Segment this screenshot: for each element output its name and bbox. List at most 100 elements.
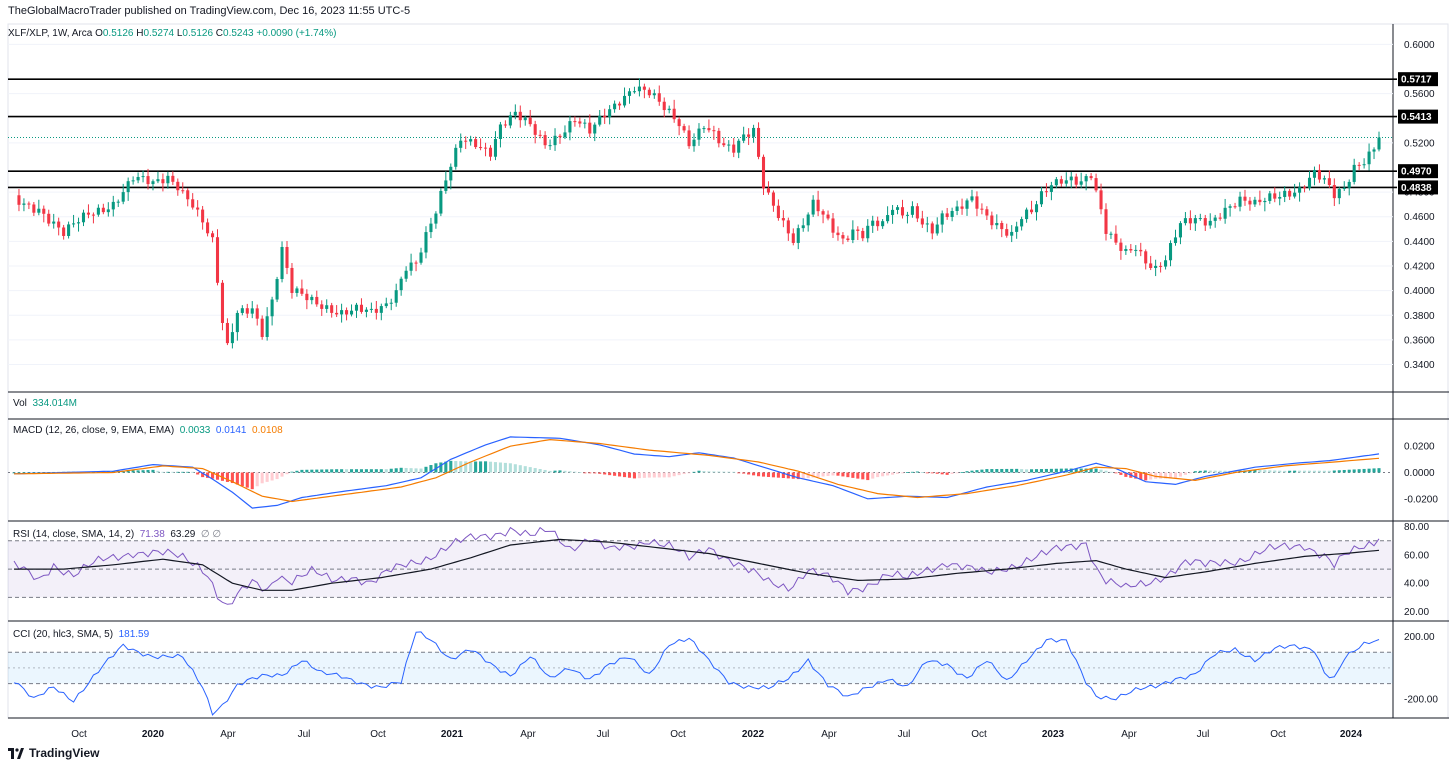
rsi-value: 71.38 — [139, 529, 165, 540]
candle-body — [429, 223, 433, 233]
candle-body — [920, 218, 924, 225]
close-value: 0.5243 — [223, 28, 254, 39]
candle-body — [995, 222, 999, 226]
candle-body — [354, 304, 359, 311]
candle-body — [627, 91, 632, 96]
candle-body — [1124, 249, 1128, 251]
candle-body — [752, 127, 756, 137]
macd-histogram-bar — [1322, 470, 1326, 473]
candle-body — [538, 134, 542, 136]
macd-histogram-bar — [315, 469, 319, 473]
candle-body — [76, 222, 81, 224]
x-tick-label: Jul — [898, 729, 911, 740]
macd-histogram-bar — [131, 470, 135, 473]
level-price-tag — [1398, 109, 1438, 124]
macd-histogram-bar — [548, 470, 552, 473]
macd-histogram-bar — [464, 461, 468, 473]
macd-histogram-bar — [454, 461, 458, 473]
cci-tick-label: 200.00 — [1404, 632, 1435, 643]
candle-body — [1362, 164, 1366, 166]
candle-body — [1352, 164, 1356, 182]
macd-histogram-bar — [1005, 468, 1009, 473]
macd-histogram-bar — [111, 471, 115, 473]
macd-histogram-bar — [747, 472, 751, 475]
candle-body — [1377, 137, 1381, 150]
macd-histogram-bar — [146, 470, 150, 473]
candle-body — [498, 124, 502, 140]
low-value: 0.5126 — [182, 28, 214, 39]
macd-histogram-bar — [1223, 470, 1227, 473]
macd-histogram-bar — [325, 469, 329, 473]
macd-histogram-bar — [618, 472, 622, 477]
candle-body — [578, 121, 582, 124]
macd-histogram-bar — [1134, 472, 1138, 479]
x-tick-label: Apr — [520, 729, 536, 740]
candle-body — [1228, 206, 1232, 208]
candle-body — [1208, 220, 1212, 226]
macd-histogram-bar — [846, 472, 850, 478]
candle-body — [886, 215, 890, 222]
macd-histogram-bar — [1084, 468, 1088, 473]
macd-histogram-bar — [1327, 470, 1331, 473]
macd-histogram-bar — [1307, 470, 1312, 473]
rsi-ma-value: 63.29 — [170, 529, 196, 540]
macd-histogram-bar — [588, 472, 592, 474]
candle-body — [156, 179, 160, 182]
rsi-tick-label: 80.00 — [1404, 522, 1429, 533]
macd-histogram-bar — [558, 470, 562, 473]
vol-value: 334.014M — [32, 398, 77, 409]
macd-histogram-bar — [1248, 470, 1252, 473]
macd-histogram-bar — [126, 470, 130, 473]
candle-body — [613, 103, 617, 110]
macd-histogram-bar — [354, 469, 359, 473]
candle-body — [1049, 185, 1053, 192]
candle-body — [116, 201, 120, 203]
macd-histogram-bar — [1273, 470, 1277, 473]
candle-body — [1074, 176, 1078, 185]
candle-body — [424, 232, 428, 253]
candle-body — [1149, 263, 1153, 268]
candle-body — [528, 117, 532, 125]
candle-body — [925, 223, 929, 225]
macd-histogram-bar — [1367, 468, 1371, 473]
cci-line — [13, 631, 1380, 716]
macd-histogram-bar — [980, 469, 984, 473]
candle-body — [1198, 218, 1202, 220]
candle-body — [469, 139, 473, 142]
candle-body — [359, 304, 363, 312]
candle-body — [285, 246, 289, 268]
candle-body — [1233, 206, 1237, 208]
macd-histogram-bar — [310, 469, 314, 473]
candle-body — [1322, 178, 1326, 180]
macd-histogram-bar — [578, 472, 582, 473]
vol-legend: Vol 334.014M — [13, 398, 77, 409]
macd-histogram-bar — [776, 472, 780, 478]
candle-body — [965, 200, 969, 209]
candle-body — [891, 209, 895, 216]
candle-body — [211, 233, 215, 238]
candle-body — [206, 222, 210, 234]
macd-histogram-bar — [1159, 472, 1163, 479]
macd-histogram-bar — [469, 461, 473, 473]
open-value: 0.5126 — [102, 28, 134, 39]
macd-histogram-bar — [250, 472, 254, 490]
macd-histogram-bar — [1362, 468, 1366, 473]
cci-tick-label: -200.00 — [1404, 695, 1438, 706]
macd-histogram-bar — [677, 472, 681, 476]
cci-value: 181.59 — [118, 629, 150, 640]
macd-histogram-bar — [414, 468, 418, 473]
macd-histogram-bar — [1312, 470, 1317, 473]
candle-body — [1079, 181, 1083, 185]
candle-body — [975, 196, 979, 209]
macd-histogram-bar — [712, 471, 716, 473]
candle-body — [493, 139, 498, 157]
price-tick-label: 0.4200 — [1404, 262, 1435, 273]
candle-body — [935, 224, 939, 234]
candle-body — [1188, 218, 1192, 224]
candle-body — [265, 316, 269, 337]
candle-body — [851, 229, 855, 241]
candle-body — [295, 288, 299, 293]
macd-histogram-bar — [340, 469, 344, 473]
macd-histogram-bar — [737, 472, 741, 474]
macd-histogram-bar — [960, 472, 964, 473]
